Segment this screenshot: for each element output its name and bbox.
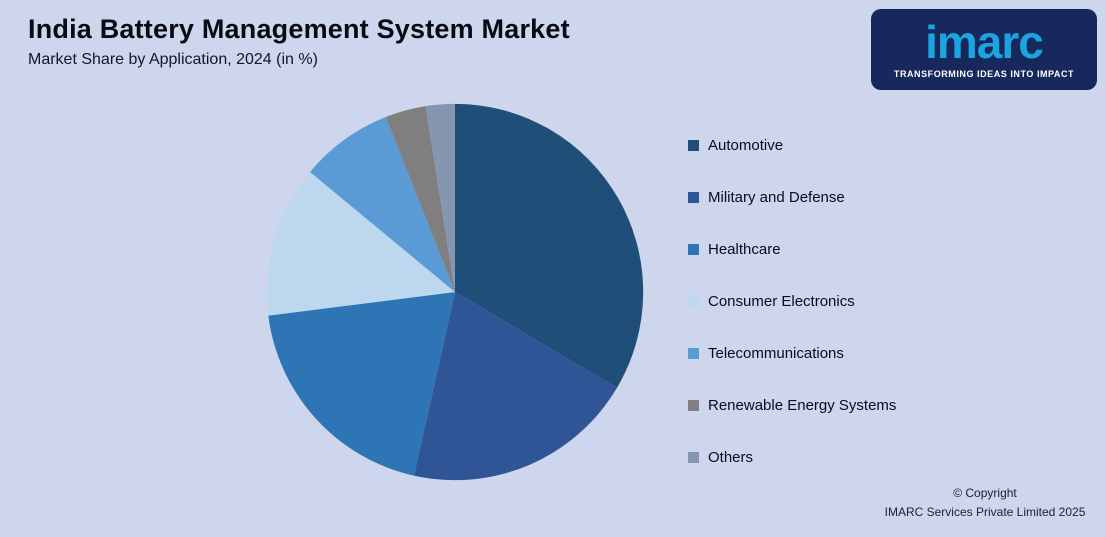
legend-swatch [688, 139, 699, 151]
legend-label: Military and Defense [708, 188, 845, 206]
legend-label: Others [708, 448, 754, 466]
imarc-wordmark: imarc [925, 15, 1044, 68]
pie-slice-healthcare [268, 292, 455, 476]
imarc-logo: imarc TRANSFORMING IDEAS INTO IMPACT [871, 9, 1097, 90]
legend-label: Telecommunications [708, 344, 844, 362]
legend-item-consumer-electronics: Consumer Electronics [688, 290, 896, 312]
legend-item-telecommunications: Telecommunications [688, 342, 896, 364]
legend-swatch [688, 451, 699, 463]
pie-chart [261, 98, 649, 486]
pie-slice-telecommunications [310, 117, 455, 292]
legend-swatch [688, 399, 699, 411]
legend-label: Healthcare [708, 240, 781, 258]
copyright-line1: © Copyright [953, 486, 1017, 500]
legend-label: Renewable Energy Systems [708, 396, 897, 414]
pie-slice-automotive [455, 103, 644, 388]
page-title: India Battery Management System Market [28, 14, 570, 44]
pie-slice-renewable-energy-systems [385, 106, 455, 292]
pie-slice-military-and-defense [413, 292, 617, 481]
pie-chart-svg [266, 103, 644, 481]
legend-item-others: Others [688, 446, 896, 468]
imarc-tagline: TRANSFORMING IDEAS INTO IMPACT [893, 68, 1075, 79]
legend-label: Automotive [708, 136, 784, 154]
legend-swatch [688, 243, 699, 255]
chart-header: India Battery Management System Market M… [28, 14, 570, 69]
legend-item-renewable-energy-systems: Renewable Energy Systems [688, 394, 896, 416]
legend-swatch [688, 295, 699, 307]
copyright: © Copyright IMARC Services Private Limit… [880, 484, 1090, 521]
legend-item-automotive: Automotive [688, 134, 896, 156]
legend-swatch [688, 347, 699, 359]
copyright-line2: IMARC Services Private Limited 2025 [884, 504, 1086, 519]
pie-slice-others [425, 103, 455, 292]
legend-item-healthcare: Healthcare [688, 238, 896, 260]
page-subtitle: Market Share by Application, 2024 (in %) [28, 51, 318, 68]
legend: Automotive Military and Defense Healthca… [688, 134, 896, 498]
legend-swatch [688, 191, 699, 203]
legend-label: Consumer Electronics [708, 292, 855, 310]
pie-slice-consumer-electronics [266, 172, 455, 316]
legend-item-military-and-defense: Military and Defense [688, 186, 896, 208]
